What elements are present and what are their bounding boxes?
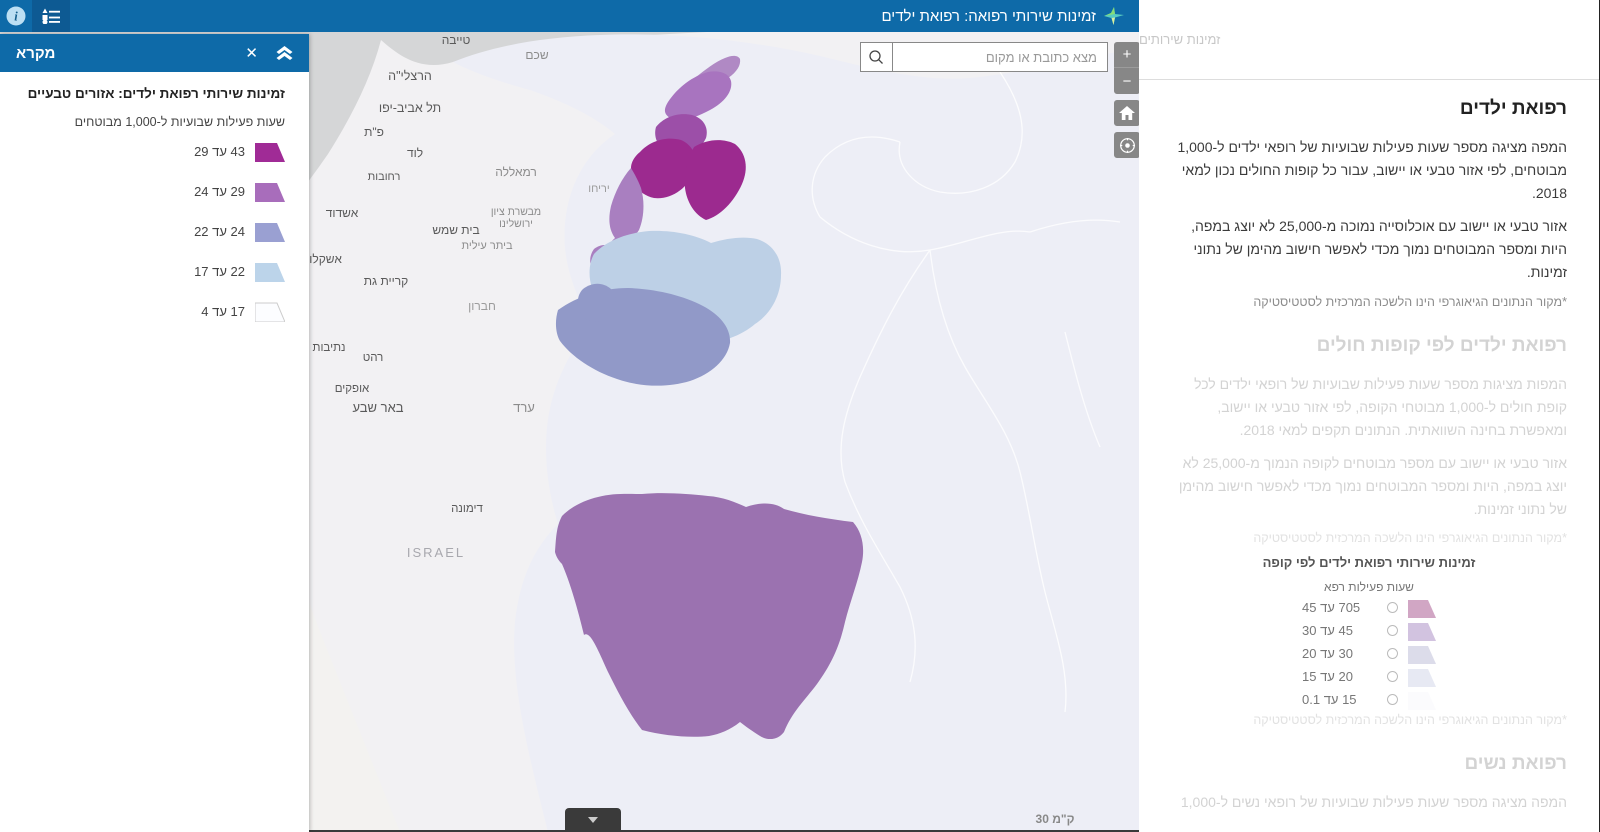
svg-text:הרצלי"ה: הרצלי"ה [388, 69, 432, 83]
svg-text:אופקים: אופקים [335, 383, 370, 395]
svg-text:ערד: ערד [513, 400, 535, 415]
svg-text:ירושלינו: ירושלינו [499, 218, 533, 230]
svg-text:חברון: חברון [468, 299, 496, 313]
svg-text:יריחו: יריחו [588, 183, 609, 195]
svg-text:רמאללה: רמאללה [495, 165, 537, 179]
svg-text:רהט: רהט [363, 352, 384, 364]
svg-text:פ"ת: פ"ת [364, 125, 384, 139]
svg-text:תל אביב-יפו: תל אביב-יפו [379, 101, 441, 115]
svg-text:לוד: לוד [407, 146, 423, 160]
svg-text:נתיבות: נתיבות [313, 342, 346, 354]
svg-text:ISRAEL: ISRAEL [407, 545, 465, 560]
svg-text:אשקלון: אשקלון [306, 252, 342, 266]
svg-text:אשדוד: אשדוד [326, 206, 359, 220]
svg-text:דימונה: דימונה [451, 503, 483, 515]
svg-text:רחובות: רחובות [368, 171, 401, 183]
svg-text:באר שבע: באר שבע [352, 400, 403, 415]
svg-text:שכם: שכם [525, 48, 548, 62]
svg-text:בית שמש: בית שמש [432, 223, 479, 237]
svg-text:קריית גת: קריית גת [364, 274, 408, 288]
svg-text:ביתר עילית: ביתר עילית [461, 239, 512, 252]
svg-text:i: i [14, 10, 18, 24]
svg-text:מבשרת ציון: מבשרת ציון [491, 206, 541, 218]
svg-text:טייבה: טייבה [442, 33, 471, 47]
